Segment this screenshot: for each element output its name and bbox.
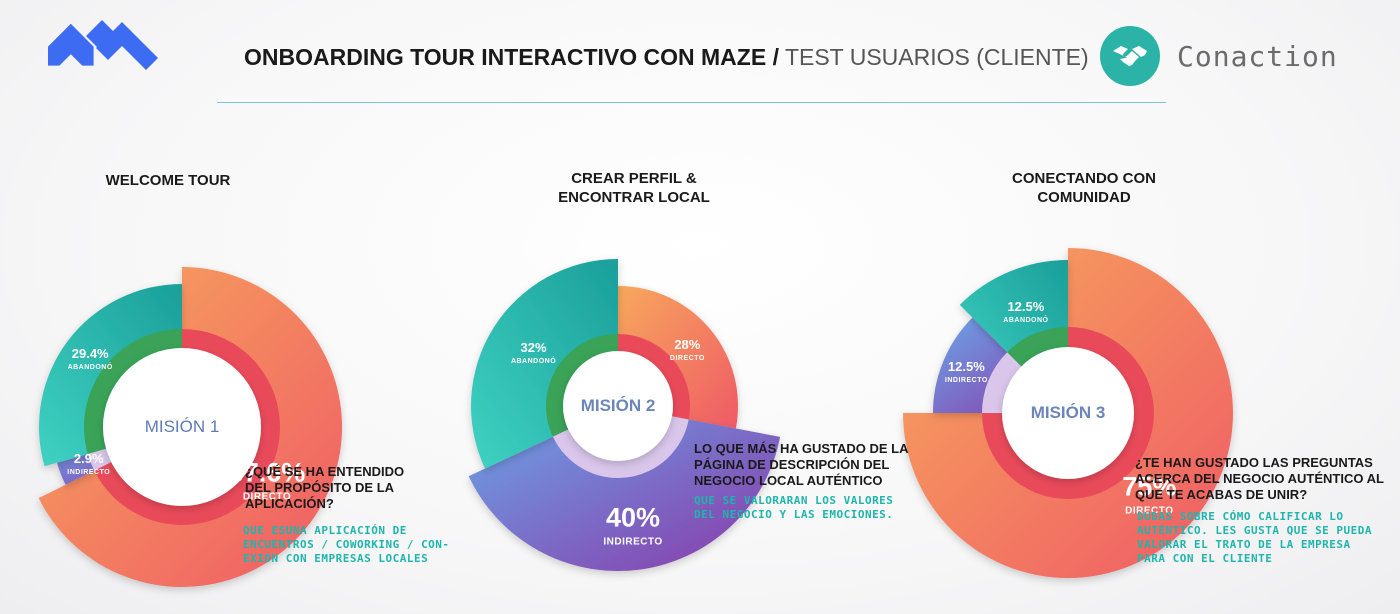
answer-line: QUE SE VALORARAN LOS VALORES: [694, 494, 894, 507]
slice-value: 12.5%: [947, 358, 985, 374]
slice-label: INDIRECTO: [67, 469, 111, 477]
slice-value: 67.6%: [228, 457, 306, 488]
answer-line: QUE ESUNA APLICACIÓN DE: [243, 524, 407, 537]
mission-1-value-label: 2.9% INDIRECTO: [67, 450, 110, 476]
maze-logo-icon: [48, 20, 158, 70]
answer-line: DUDAS SOBRE CÓMO CALIFICAR LO: [1137, 510, 1344, 523]
slice-value: 29.4%: [71, 345, 109, 361]
mission-3-question: ¿TE HAN GUSTADO LAS PREGUNTAS ACERCA DEL…: [1135, 455, 1384, 503]
answer-line: AUTÉNTICO. LES GUSTA QUE SE PUEDA: [1137, 524, 1373, 537]
slice-value: 2.9%: [73, 451, 104, 467]
mission-2-center: [563, 351, 673, 461]
mission-1-question: ¿QUÉ SE HA ENTENDIDO DEL PROPÓSITO DE LA…: [245, 464, 404, 512]
mission-3-pie: [903, 248, 1233, 578]
mission-2-ring-indirecto: [552, 416, 689, 478]
mission-3-center: [1002, 347, 1134, 479]
mission-1-value-label: 67.6% DIRECTO: [229, 457, 306, 502]
answer-line: PARA CON EL CLIENTE: [1137, 552, 1273, 565]
answer-line: VALORAR EL TRATO DE LA EMPRESA: [1137, 538, 1351, 551]
question-line: QUE TE ACABAS DE UNIR?: [1135, 487, 1308, 502]
mission-3-title-line-2: COMUNIDAD: [1037, 189, 1131, 206]
answer-line: EXIÓN CON EMPRESAS LOCALES: [243, 552, 429, 565]
mission-2-center-label: MISIÓN 2: [580, 396, 656, 415]
slice-value: 32%: [520, 340, 547, 356]
page-title: ONBOARDING TOUR INTERACTIVO CON MAZE / T…: [244, 44, 1089, 71]
slice-label: DIRECTO: [669, 354, 705, 362]
title-light: TEST USUARIOS (CLIENTE): [784, 44, 1089, 70]
slice-value: 75%: [1122, 471, 1177, 502]
question-line: LO QUE MÁS HA GUSTADO DE LA: [694, 441, 909, 456]
header-divider: [217, 102, 1166, 103]
slice-value: 40%: [606, 502, 661, 533]
mission-1-ring-indirecto: [87, 448, 112, 471]
mission-1-center: [103, 348, 261, 506]
mission-2-ring-abandono: [546, 334, 618, 437]
mission-1-center-label: MISIÓN 1: [144, 417, 220, 436]
question-line: APLICACIÓN?: [245, 496, 334, 511]
question-line: NEGOCIO LOCAL AUTÉNTICO: [694, 473, 883, 488]
mission-1-title-line: WELCOME TOUR: [105, 172, 231, 189]
slice-label: ABANDONÓ: [510, 358, 557, 366]
answer-line: DEL NEGOCIO Y LAS EMOCIONES.: [694, 508, 894, 521]
brand-logo: Conaction: [1100, 25, 1338, 87]
mission-1-answer: QUE ESUNA APLICACIÓN DE ENCUENTROS / COW…: [243, 524, 450, 566]
mission-3-title-line-1: CONECTANDO CON: [1012, 170, 1156, 187]
mission-3-ring-abandono: [1007, 327, 1068, 367]
mission-2-value-label: 32% ABANDONÓ: [511, 339, 556, 365]
title-strong: ONBOARDING TOUR INTERACTIVO CON MAZE /: [244, 44, 779, 70]
mission-3-center-label: MISIÓN 3: [1030, 403, 1106, 422]
slice-label: ABANDONÓ: [67, 363, 113, 371]
slice-value: 12.5%: [1007, 299, 1045, 315]
question-line: DEL PROPÓSITO DE LA: [245, 480, 395, 495]
mission-1-title: WELCOME TOUR: [106, 171, 231, 190]
mission-1-value-label: 29.4% ABANDONÓ: [68, 345, 113, 371]
mission-2-title-line-1: CREAR PERFIL &: [571, 170, 697, 187]
slice-label: DIRECTO: [242, 491, 292, 503]
mission-3-title: CONECTANDO CON COMUNIDAD: [1012, 169, 1156, 207]
question-line: ACERCA DEL NEGOCIO AUTÉNTICO AL: [1135, 471, 1384, 486]
mission-2-question: LO QUE MÁS HA GUSTADO DE LA PÁGINA DE DE…: [694, 441, 909, 489]
mission-1-pie: [38, 267, 343, 587]
mission-3-ring-indirecto: [982, 352, 1022, 413]
answer-line: ENCUENTROS / COWORKING / CON-: [243, 538, 450, 551]
mission-3-value-label: 75% DIRECTO: [1122, 472, 1176, 517]
mission-1-ring-abandono: [83, 329, 182, 454]
slice-label: INDIRECTO: [944, 376, 988, 384]
mission-3-answer: DUDAS SOBRE CÓMO CALIFICAR LO AUTÉNTICO.…: [1137, 510, 1372, 566]
slice-label: ABANDONÓ: [1003, 317, 1049, 325]
question-line: ¿QUÉ SE HA ENTENDIDO: [245, 464, 405, 479]
slice-label: INDIRECTO: [603, 536, 663, 548]
handshake-icon: [1100, 26, 1160, 86]
question-line: PÁGINA DE DESCRIPCIÓN DEL: [694, 457, 890, 472]
mission-2-title: CREAR PERFIL & ENCONTRAR LOCAL: [558, 169, 710, 207]
mission-2-value-label: 28% DIRECTO: [670, 336, 705, 362]
mission-2-answer: QUE SE VALORARAN LOS VALORES DEL NEGOCIO…: [694, 494, 893, 522]
mission-2-value-label: 40% INDIRECTO: [603, 503, 662, 548]
mission-2-title-line-2: ENCONTRAR LOCAL: [558, 189, 710, 206]
mission-3-value-label: 12.5% ABANDONÓ: [1003, 298, 1048, 324]
mission-2-slice-indirecto: [468, 406, 781, 571]
question-line: ¿TE HAN GUSTADO LAS PREGUNTAS: [1135, 455, 1373, 470]
brand-name: Conaction: [1177, 39, 1338, 73]
mission-2-ring-directo: [618, 334, 690, 420]
slice-label: DIRECTO: [1125, 505, 1174, 517]
slice-value: 28%: [674, 336, 701, 352]
mission-2-pie: [468, 259, 781, 571]
mission-3-value-label: 12.5% INDIRECTO: [945, 358, 988, 384]
